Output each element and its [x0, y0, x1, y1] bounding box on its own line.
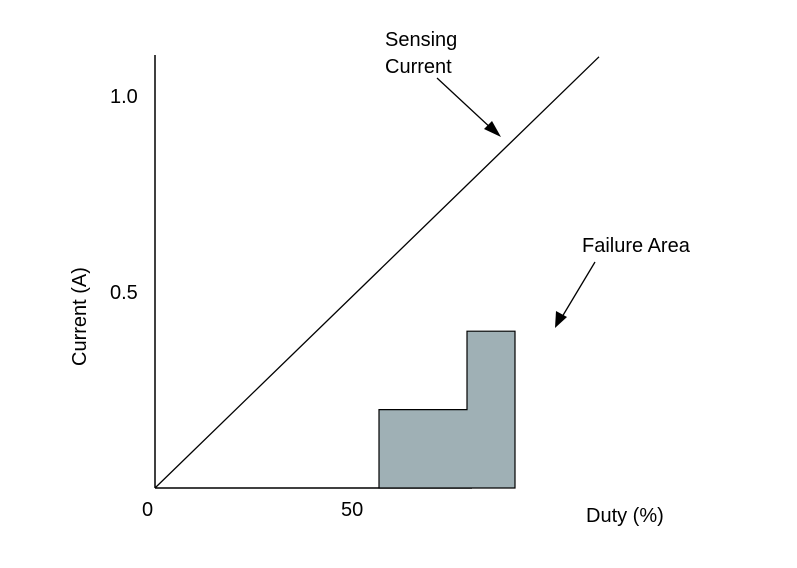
- sensing-current-arrow-shaft: [436, 77, 494, 131]
- y-tick-label-1.0: 1.0: [110, 86, 138, 108]
- failure-area-arrow-shaft: [561, 261, 596, 318]
- sensing-current-arrowhead: [484, 121, 501, 137]
- x-tick-label-50: 50: [341, 499, 363, 521]
- y-axis-label: Current (A): [69, 267, 91, 366]
- x-axis-label: Duty (%): [586, 505, 664, 527]
- sensing-current-annotation-line2: Current: [385, 56, 452, 78]
- failure-area-annotation: Failure Area: [582, 235, 691, 257]
- failure-area-arrowhead: [555, 311, 567, 328]
- x-tick-label-0: 0: [142, 499, 153, 521]
- y-tick-label-0.5: 0.5: [110, 282, 138, 304]
- sensing-current-line: [154, 56, 600, 489]
- failure-area-region: [378, 330, 516, 489]
- sensing-current-annotation-line1: Sensing: [385, 29, 457, 51]
